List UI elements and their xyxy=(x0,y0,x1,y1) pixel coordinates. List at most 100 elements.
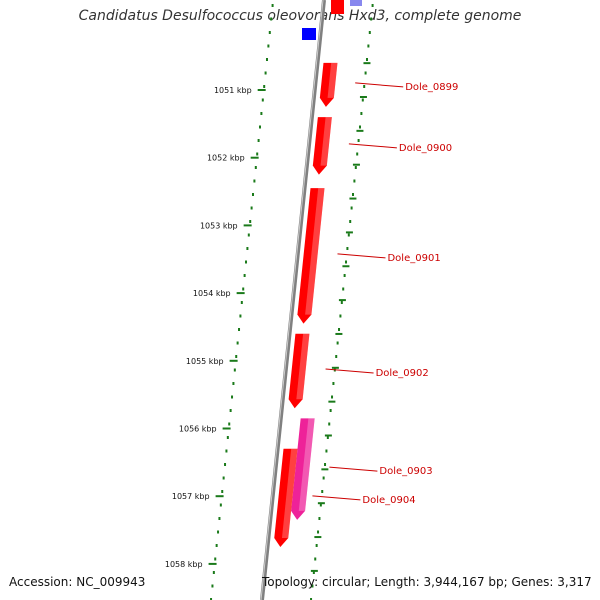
kbp-tick-label: 1056 kbp xyxy=(179,425,217,434)
ruler-dot xyxy=(212,571,215,574)
inner-ruler-dot xyxy=(358,125,361,129)
gene-label: Dole_0899 xyxy=(405,82,458,93)
ruler-dot xyxy=(242,287,245,291)
gene-leader-line xyxy=(355,82,404,88)
inner-ruler-dot xyxy=(324,463,327,466)
gene-leader-line xyxy=(329,466,378,472)
ruler-dot xyxy=(224,463,227,466)
inner-ruler-dot xyxy=(315,544,318,547)
gene-label: Dole_0901 xyxy=(387,253,440,264)
kbp-tick-label: 1051 kbp xyxy=(214,86,252,95)
ruler-dot xyxy=(232,382,235,385)
ruler-dot xyxy=(243,274,246,277)
ruler-dot xyxy=(229,409,232,412)
ruler-dot xyxy=(210,598,213,600)
kbp-tick-label: 1055 kbp xyxy=(186,357,224,366)
inner-ruler-dot xyxy=(357,139,360,142)
ruler-dot xyxy=(268,31,271,34)
map-title: Candidatus Desulfococcus oleovorans Hxd3… xyxy=(78,8,522,24)
ruler-dot xyxy=(214,557,217,561)
gene-leader-line xyxy=(348,143,397,149)
inner-ruler-dot xyxy=(354,166,357,169)
gene-label: Dole_0902 xyxy=(376,368,429,379)
inner-ruler-dot xyxy=(352,193,355,196)
ruler-dot xyxy=(253,179,256,183)
inner-ruler-dot xyxy=(329,409,332,412)
inner-ruler-dot xyxy=(325,449,328,453)
inner-ruler-dot xyxy=(321,490,324,493)
accession-text: Accession: NC_009943 xyxy=(9,575,146,589)
ruler-dot xyxy=(257,139,260,142)
ruler-dot xyxy=(219,503,222,507)
ruler-dot xyxy=(247,233,250,237)
ruler-dot xyxy=(246,247,249,250)
inner-ruler-dot xyxy=(340,301,343,304)
ruler-dot xyxy=(217,530,220,534)
ruler-dot xyxy=(231,395,234,399)
ruler-dot xyxy=(228,422,231,426)
ruler-dot xyxy=(245,260,248,264)
lavender-feature xyxy=(350,0,362,6)
gene-arrow-shade xyxy=(296,333,310,400)
ruler-dot xyxy=(238,328,241,331)
inner-ruler-dot xyxy=(361,98,364,102)
ruler-dot xyxy=(236,341,239,345)
inner-ruler-dot xyxy=(342,287,345,291)
ruler-dot xyxy=(215,544,218,547)
inner-ruler-dot xyxy=(370,17,373,21)
gene-arrow xyxy=(297,188,325,324)
kbp-ruler: 1051 kbp 1052 kbp 1053 kbp 1054 kbp 1055 kbp… xyxy=(165,4,274,600)
inner-ruler-dot xyxy=(353,179,356,183)
ruler-dot xyxy=(258,125,261,129)
inner-ruler-dots xyxy=(310,4,374,600)
inner-ruler-dot xyxy=(345,260,348,264)
ruler-dot xyxy=(250,206,253,210)
kbp-tick-label: 1057 kbp xyxy=(172,492,210,501)
inner-ruler-dot xyxy=(317,530,320,534)
gene-arrow xyxy=(274,448,298,547)
inner-ruler-dot xyxy=(310,598,313,600)
inner-ruler-dot xyxy=(350,206,353,210)
inner-ruler-dot xyxy=(349,220,352,223)
inner-ruler-dot xyxy=(328,422,331,426)
ruler-dot xyxy=(252,193,255,196)
ruler-dot xyxy=(271,4,274,7)
inner-ruler-dot xyxy=(326,436,329,439)
inner-ruler-dot xyxy=(311,584,314,588)
gene-arrow-shade xyxy=(320,117,332,166)
inner-ruler-dot xyxy=(346,247,349,250)
ruler-dot xyxy=(211,584,214,588)
ruler-dot xyxy=(256,152,259,156)
gene-label: Dole_0903 xyxy=(379,466,432,477)
inner-ruler-dot xyxy=(368,31,371,34)
ruler-dot xyxy=(226,436,229,439)
gene-arrow xyxy=(288,333,310,409)
inner-ruler-dot xyxy=(319,503,322,507)
gene-labels: Dole_0899 Dole_0900 Dole_0901 Dole_0902 Dole… xyxy=(312,82,458,506)
gene-leader-line xyxy=(325,368,374,374)
kbp-tick-label: 1053 kbp xyxy=(200,221,238,230)
inner-ruler-dot xyxy=(343,274,346,277)
gene-leader-line xyxy=(337,253,386,259)
ruler-dot xyxy=(221,490,224,493)
inner-ruler-dot xyxy=(347,233,350,237)
ruler-dot xyxy=(249,220,252,223)
gene-arrow xyxy=(319,62,338,107)
ruler-dot xyxy=(265,58,268,61)
inner-ruler-dot xyxy=(356,152,359,156)
inner-ruler-dot xyxy=(338,328,341,331)
ruler-dot xyxy=(270,17,273,21)
inner-ruler-dot xyxy=(339,314,342,318)
inner-ruler-dot xyxy=(365,58,368,61)
gene-arrow-shade xyxy=(327,62,338,98)
inner-ruler-dot xyxy=(332,382,335,385)
genome-backbone xyxy=(260,0,326,600)
inner-ruler-dot xyxy=(331,395,334,399)
ruler-dot xyxy=(233,368,236,372)
ruler-dot xyxy=(218,517,221,520)
inner-ruler-dot xyxy=(335,355,338,358)
blue-feature xyxy=(302,28,316,40)
ruler-dot xyxy=(264,71,267,75)
inner-ruler-dot xyxy=(363,85,366,88)
